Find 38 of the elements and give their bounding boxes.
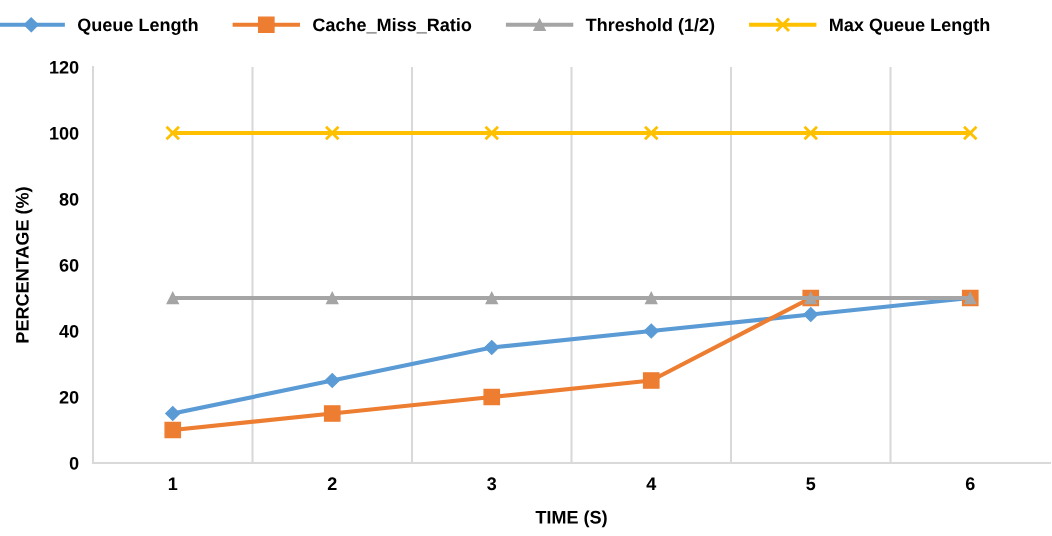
point [484,339,500,356]
point [803,125,819,141]
legend-label: Max Queue Length [830,18,990,35]
x-tick-label: 6 [965,477,975,491]
legend-label: Queue Length [77,18,198,35]
point [644,291,658,305]
point [165,125,181,141]
y-tick-label: 80 [59,192,79,206]
point [324,372,340,389]
y-tick-label: 100 [50,126,79,140]
point [642,372,660,389]
y-tick-label: 60 [59,258,79,272]
y-axis-title: PERCENTAGE (%) [15,187,33,343]
point [323,405,341,422]
point [324,125,340,141]
point [164,421,182,439]
point [483,388,501,406]
legend-label: Threshold (1/2) [585,18,715,35]
x-tick-label: 4 [646,477,657,490]
x-axis-title: TIME (S) [535,510,607,528]
point [165,405,181,422]
x-tick-label: 3 [487,477,497,491]
y-tick-label: 0 [69,456,79,470]
y-tick-label: 40 [59,324,79,338]
point [484,125,500,141]
y-tick-label: 20 [59,390,79,404]
point [962,125,978,141]
x-tick-label: 2 [327,477,337,490]
point [643,323,659,339]
x-tick-label: 5 [806,477,816,491]
point [485,291,499,305]
legend-label: Cache_Miss_Ratio [313,18,472,34]
y-tick-label: 120 [50,60,79,74]
point [803,306,819,323]
point [325,291,339,305]
x-tick-label: 1 [168,477,178,490]
point [643,125,659,141]
point [166,291,180,305]
